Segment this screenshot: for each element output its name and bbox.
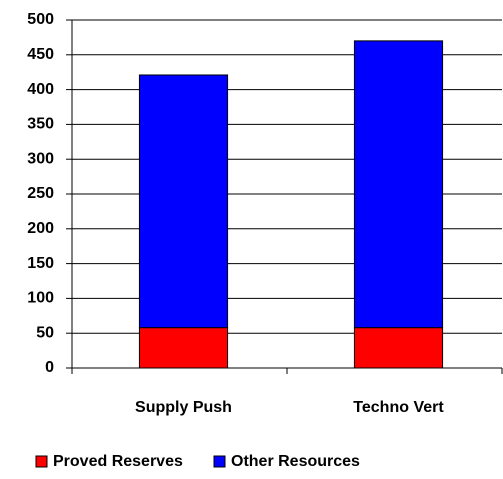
legend-label: Proved Reserves [53,453,183,470]
x-tick-label: Techno Vert [353,399,444,416]
legend-label: Other Resources [231,453,360,470]
bar-segment [353,327,444,369]
y-tick-label: 450 [27,46,54,63]
y-tick-label: 250 [27,185,54,202]
x-tick-label: Supply Push [135,399,232,416]
bar-segment [353,40,444,329]
y-tick-label: 200 [27,220,54,237]
y-tick-label: 500 [27,11,54,28]
y-tick-label: 400 [27,81,54,98]
y-tick-label: 150 [27,255,54,272]
legend-swatch [35,455,48,468]
y-tick-label: 100 [27,290,54,307]
bar-segment [138,327,229,369]
y-tick-label: 0 [45,359,54,376]
bar-segment [138,74,229,329]
y-tick-label: 350 [27,116,54,133]
y-tick-label: 50 [36,324,54,341]
legend-swatch [213,455,226,468]
y-tick-label: 300 [27,150,54,167]
